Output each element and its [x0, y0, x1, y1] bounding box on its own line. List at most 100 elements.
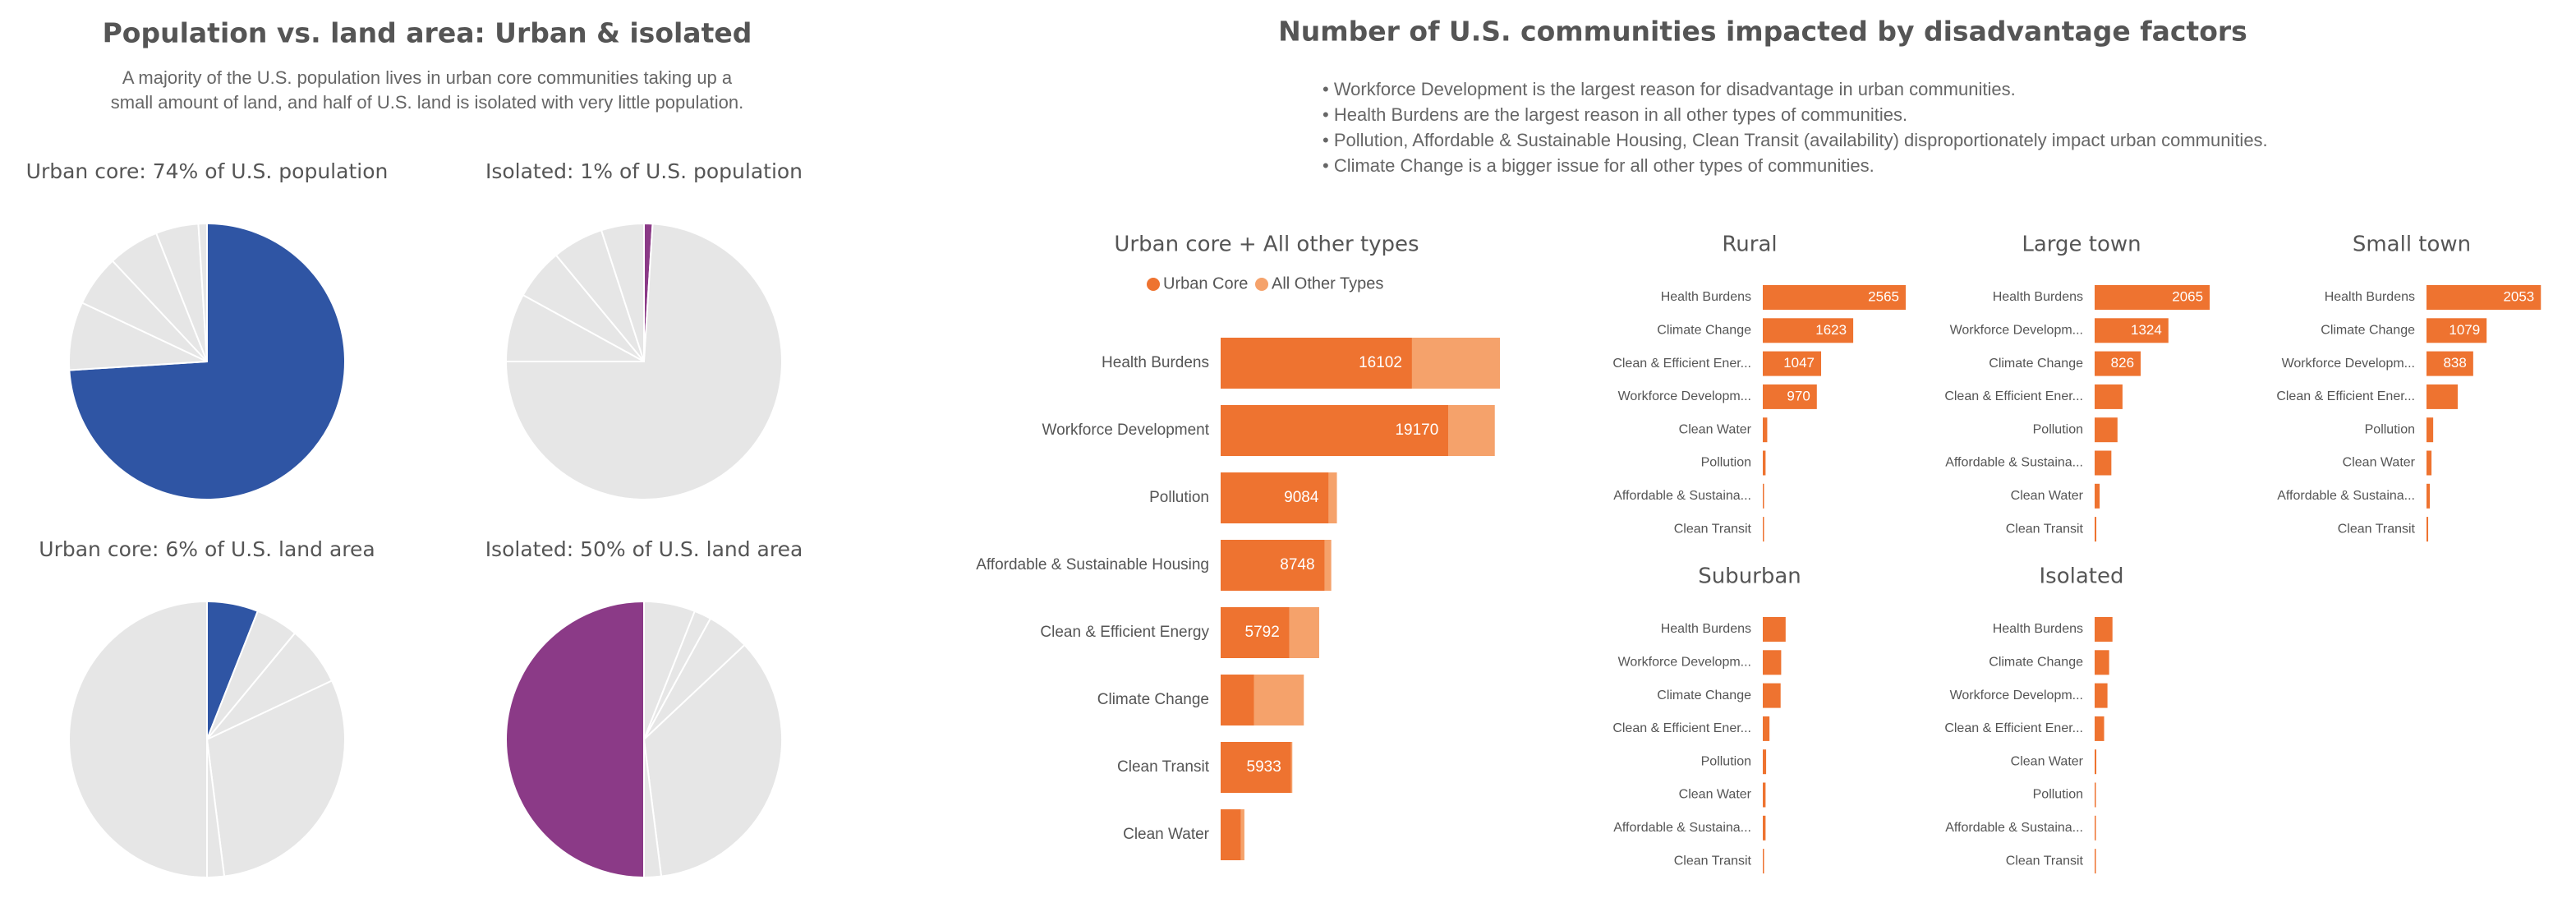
- category-label: Clean Water: [2011, 489, 2084, 503]
- bullet: • Health Burdens are the largest reason …: [1322, 104, 1907, 125]
- pie-slice: [505, 600, 645, 879]
- bullet: • Climate Change is a bigger issue for a…: [1322, 155, 1874, 176]
- legend-marker: [1255, 278, 1268, 291]
- category-label: Health Burdens: [2325, 290, 2415, 304]
- bar: [2426, 483, 2431, 509]
- category-label: Clean Transit: [1117, 758, 1210, 776]
- data-label: 5792: [1245, 624, 1280, 641]
- category-label: Pollution: [2365, 422, 2415, 436]
- subtitle: small amount of land, and half of U.S. l…: [111, 92, 743, 113]
- legend-marker: [1147, 278, 1160, 291]
- bar: [2426, 351, 2473, 376]
- category-label: Climate Change: [1657, 324, 1751, 338]
- category-label: Climate Change: [1989, 656, 2083, 670]
- bar: [2095, 450, 2112, 476]
- data-label: 1047: [1783, 355, 1815, 371]
- category-label: Clean Transit: [1674, 854, 1752, 868]
- category-label: Affordable & Sustaina...: [1945, 456, 2083, 470]
- bar-segment: [1324, 540, 1332, 591]
- data-label: 2565: [1868, 288, 1899, 304]
- category-label: Affordable & Sustaina...: [1613, 489, 1751, 503]
- bar: [2426, 384, 2458, 409]
- category-label: Clean & Efficient Ener...: [2276, 389, 2415, 403]
- bar: [2095, 749, 2097, 775]
- category-label: Affordable & Sustaina...: [1613, 821, 1751, 835]
- category-label: Clean & Efficient Ener...: [1944, 721, 2083, 735]
- bar: [2095, 849, 2096, 874]
- bar: [2095, 483, 2100, 509]
- bullet: • Pollution, Affordable & Sustainable Ho…: [1322, 130, 2268, 150]
- category-label: Health Burdens: [1661, 290, 1751, 304]
- bar: [2426, 318, 2487, 343]
- bullet: • Workforce Development is the largest r…: [1322, 79, 2016, 99]
- pie-slice: [197, 222, 208, 362]
- category-label: Clean & Efficient Ener...: [1612, 721, 1751, 735]
- chart-title: Large town: [2022, 233, 2141, 257]
- data-label: 8748: [1280, 556, 1314, 573]
- bar-segment: [1221, 607, 1290, 658]
- bar-segment: [1290, 742, 1293, 793]
- category-label: Clean Water: [1123, 826, 1210, 843]
- data-label: 1324: [2131, 322, 2162, 338]
- data-label: 9084: [1284, 489, 1319, 506]
- data-label: 16102: [1359, 354, 1402, 371]
- bar: [2095, 683, 2108, 708]
- category-label: Health Burdens: [1993, 290, 2083, 304]
- category-label: Clean Water: [2343, 456, 2416, 470]
- subtitle: A majority of the U.S. population lives …: [122, 67, 733, 88]
- category-label: Pollution: [2033, 788, 2083, 802]
- bar: [1763, 683, 1781, 708]
- bar: [1763, 384, 1817, 409]
- bar: [1763, 318, 1854, 343]
- bar: [2095, 417, 2118, 443]
- bar: [2095, 782, 2096, 808]
- category-label: Health Burdens: [1993, 622, 2083, 636]
- panel-title: Population vs. land area: Urban & isolat…: [103, 17, 752, 49]
- data-label: 970: [1787, 388, 1810, 403]
- bar: [1763, 517, 1764, 542]
- data-label: 1079: [2449, 322, 2480, 338]
- category-label: Health Burdens: [1102, 354, 1209, 371]
- bar: [1763, 417, 1768, 443]
- bar-segment: [1254, 675, 1304, 725]
- chart-title: Urban core + All other types: [1114, 233, 1419, 257]
- category-label: Clean Water: [2011, 754, 2084, 768]
- bar: [1763, 749, 1767, 775]
- bar: [2095, 351, 2141, 376]
- bar: [1763, 716, 1770, 741]
- bar-segment: [1221, 809, 1241, 860]
- category-label: Workforce Developm...: [1618, 389, 1751, 403]
- bar: [2095, 716, 2104, 741]
- pie-slice: [68, 600, 208, 879]
- data-label: 2065: [2172, 288, 2203, 304]
- category-label: Affordable & Sustainable Housing: [976, 556, 1209, 573]
- bar: [2426, 285, 2542, 310]
- bar: [1763, 351, 1822, 376]
- bar: [2095, 285, 2210, 310]
- data-label: 1623: [1815, 322, 1847, 338]
- data-label: 826: [2111, 355, 2134, 371]
- bar: [1763, 450, 1766, 476]
- bar: [1763, 849, 1764, 874]
- bar-segment: [1221, 742, 1291, 793]
- category-label: Affordable & Sustaina...: [2277, 489, 2415, 503]
- category-label: Climate Change: [1097, 691, 1209, 708]
- bar-segment: [1289, 607, 1319, 658]
- bar: [1763, 650, 1782, 675]
- bar: [2095, 517, 2097, 542]
- category-label: Clean & Efficient Ener...: [1612, 357, 1751, 371]
- category-label: Pollution: [2033, 422, 2083, 436]
- category-label: Climate Change: [1657, 689, 1751, 702]
- legend-label: Urban Core: [1163, 274, 1248, 292]
- bar: [1763, 782, 1766, 808]
- bar-segment: [1448, 405, 1495, 456]
- bar-segment: [1328, 472, 1337, 523]
- category-label: Clean Water: [1679, 422, 1752, 436]
- category-label: Climate Change: [1989, 357, 2083, 371]
- pie-slice: [600, 222, 645, 362]
- bar: [2095, 815, 2096, 841]
- bar: [1763, 285, 1906, 310]
- category-label: Clean Transit: [2338, 522, 2416, 536]
- bar: [1763, 483, 1764, 509]
